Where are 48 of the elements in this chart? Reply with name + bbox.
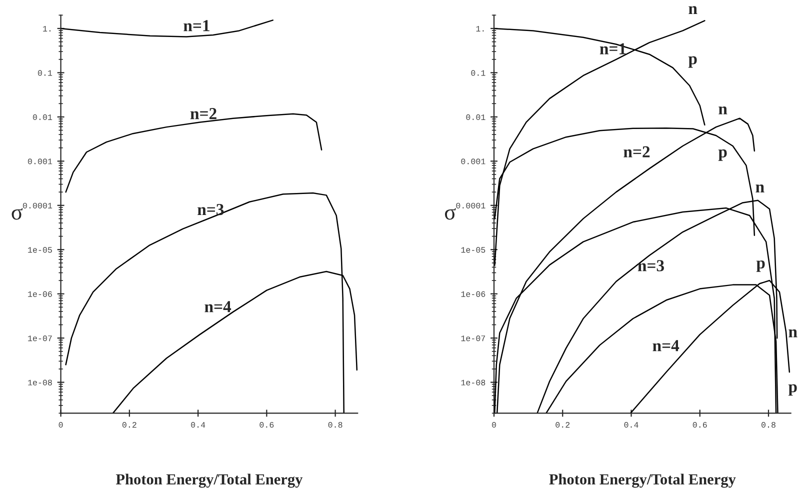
x-tick-label: 0.6 <box>692 422 707 428</box>
x-tick-label: 0.2 <box>556 422 570 428</box>
x-tick-label: 0 <box>492 422 496 428</box>
annotation: n <box>788 329 798 338</box>
annotation: n=4 <box>652 340 680 352</box>
annotation: p <box>788 384 797 396</box>
annotation: n=1 <box>600 43 626 54</box>
y-tick-label: 1e-07 <box>461 336 486 342</box>
annotation: n=2 <box>624 146 650 158</box>
annotation: n=4 <box>204 301 232 312</box>
y-tick-label: 0.01 <box>32 114 52 120</box>
annotation: n <box>756 184 764 192</box>
text: n <box>688 6 698 14</box>
y-tick-label: 1e-06 <box>461 291 486 297</box>
y-axis-title: σ <box>12 208 23 220</box>
x-tick-label: 0.8 <box>328 422 342 428</box>
annotation: n=2 <box>190 108 216 120</box>
annotation: p <box>756 260 765 272</box>
x-axis-title: Photon Energy/Total Energy <box>116 474 303 488</box>
annotation: n=3 <box>198 204 224 216</box>
x-tick-label: 0.8 <box>762 422 776 428</box>
annotation: n <box>718 106 728 114</box>
y-tick-label: 0.0001 <box>22 202 52 208</box>
annotation: p <box>718 149 727 161</box>
x-tick-label: 0 <box>58 422 63 428</box>
y-tick-label: 0.001 <box>461 158 486 164</box>
y-tick-label: 1e-08 <box>461 380 486 386</box>
y-tick-label: 1e-06 <box>28 291 52 297</box>
y-tick-label: 0.1 <box>471 70 486 76</box>
y-tick-label: 1e-08 <box>28 380 52 386</box>
y-tick-label: 1e-07 <box>28 336 52 342</box>
x-tick-label: 0.4 <box>191 422 206 428</box>
annotation: p <box>688 56 697 68</box>
y-tick-label: 0.001 <box>28 158 52 164</box>
y-tick-label: 0.0001 <box>456 202 486 208</box>
y-tick-label: 0.1 <box>38 70 52 76</box>
y-axis-title: σ <box>444 208 456 220</box>
x-tick-label: 0.2 <box>122 422 136 428</box>
y-tick-label: 0.01 <box>466 114 486 120</box>
y-tick-label: 1e-05 <box>28 247 52 253</box>
y-tick-label: 1e-05 <box>461 247 486 253</box>
annotation: n=1 <box>184 20 210 32</box>
y-tick-label: 1. <box>43 26 50 32</box>
x-tick-label: 0.4 <box>624 422 638 428</box>
x-tick-label: 0.6 <box>260 422 274 428</box>
x-axis-title: Photon Energy/Total Energy <box>549 474 736 488</box>
annotation: n=3 <box>638 260 664 272</box>
y-tick-label: 1. <box>476 26 484 32</box>
